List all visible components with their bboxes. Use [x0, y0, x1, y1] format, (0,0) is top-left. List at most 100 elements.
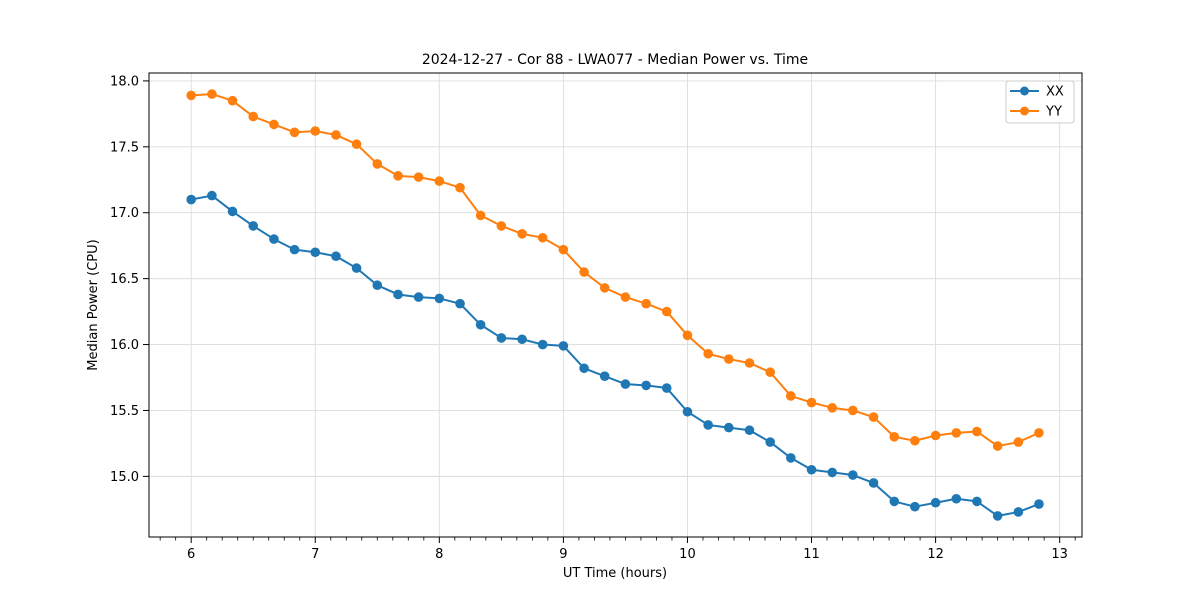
plot-spines: [148, 72, 1083, 538]
data-point-XX-3: [248, 221, 259, 231]
data-point-YY-2: [227, 95, 238, 106]
x-tick-label-10: 10: [679, 547, 696, 562]
data-point-YY-16: [517, 229, 527, 239]
data-point-XX-18: [558, 341, 569, 351]
legend-label-yy: YY: [1045, 105, 1062, 120]
data-point-YY-17: [537, 232, 548, 243]
grid-layer: [149, 73, 1082, 537]
data-point-XX-37: [951, 493, 962, 504]
data-point-YY-33: [868, 412, 879, 422]
data-point-XX-6: [310, 247, 321, 258]
data-point-YY-29: [786, 391, 796, 401]
data-point-YY-15: [496, 221, 507, 231]
x-axis-label: UT Time (hours): [563, 566, 667, 581]
data-point-YY-21: [620, 292, 631, 302]
data-point-XX-7: [331, 251, 341, 262]
data-point-YY-26: [723, 354, 734, 364]
x-tick-label-11: 11: [803, 547, 820, 562]
data-point-XX-23: [661, 383, 672, 393]
data-point-XX-25: [703, 420, 713, 430]
data-point-XX-16: [517, 334, 527, 345]
data-point-YY-6: [310, 126, 321, 136]
data-point-XX-14: [475, 319, 486, 330]
legend-item-yy: YY: [1010, 105, 1062, 120]
x-tick-label-13: 13: [1051, 547, 1068, 562]
x-tick-label-8: 8: [435, 547, 443, 562]
data-point-YY-12: [434, 176, 445, 186]
data-point-YY-10: [393, 171, 403, 181]
data-point-XX-15: [496, 333, 507, 343]
data-point-YY-35: [910, 435, 920, 446]
y-tick-label-17.5: 17.5: [110, 140, 139, 155]
legend: XX YY: [1005, 80, 1075, 124]
legend-marker-xx: [1020, 86, 1029, 96]
legend-marker-yy: [1020, 106, 1029, 116]
data-point-YY-34: [889, 432, 900, 442]
data-point-YY-11: [413, 172, 424, 182]
data-point-YY-18: [558, 244, 569, 255]
x-tick-label-6: 6: [187, 547, 195, 562]
x-tick-label-9: 9: [559, 547, 567, 562]
data-point-XX-27: [744, 425, 755, 436]
data-point-XX-22: [641, 380, 651, 391]
legend-label-xx: XX: [1046, 85, 1064, 100]
data-point-XX-10: [393, 289, 403, 300]
data-point-XX-38: [972, 496, 982, 507]
data-point-XX-26: [723, 422, 734, 433]
data-point-YY-37: [951, 428, 962, 438]
data-point-XX-2: [227, 206, 238, 217]
data-point-XX-20: [599, 371, 610, 381]
data-point-XX-11: [413, 292, 424, 302]
data-point-YY-28: [765, 367, 776, 378]
data-point-XX-35: [910, 501, 920, 512]
data-point-XX-4: [269, 234, 279, 244]
data-point-YY-30: [806, 397, 817, 408]
data-point-XX-17: [537, 339, 548, 350]
data-point-YY-36: [930, 430, 941, 441]
data-point-XX-33: [868, 478, 879, 488]
y-tick-label-15.0: 15.0: [110, 470, 139, 485]
data-point-XX-24: [682, 406, 693, 417]
x-tick-label-7: 7: [311, 547, 319, 562]
data-point-YY-0: [186, 90, 196, 101]
data-point-XX-31: [827, 467, 838, 478]
data-point-YY-4: [269, 119, 279, 130]
data-point-YY-7: [331, 130, 341, 140]
data-point-XX-8: [351, 263, 362, 273]
axes-layer: 6 7 8 9 10 11 12 13 15.0 15.5 16.0 16.5 17.0 17.5 18.0: [110, 72, 1083, 562]
data-point-XX-30: [806, 464, 817, 475]
data-point-YY-41: [1034, 428, 1044, 438]
legend-item-xx: XX: [1010, 85, 1064, 100]
data-point-YY-32: [848, 405, 858, 416]
data-point-XX-34: [889, 496, 900, 507]
data-point-XX-5: [289, 244, 300, 255]
data-point-YY-31: [827, 403, 838, 413]
data-point-XX-9: [372, 280, 383, 291]
data-point-XX-36: [930, 497, 941, 508]
data-point-YY-9: [372, 159, 383, 169]
data-point-XX-28: [765, 437, 776, 447]
data-point-YY-13: [455, 182, 465, 193]
data-point-YY-39: [992, 441, 1003, 451]
data-point-YY-8: [351, 139, 362, 149]
data-point-XX-1: [207, 190, 217, 201]
data-point-YY-19: [579, 267, 589, 277]
data-point-YY-1: [207, 89, 217, 99]
data-point-YY-22: [641, 298, 651, 309]
data-point-XX-40: [1013, 507, 1024, 517]
data-point-YY-38: [972, 426, 982, 437]
y-tick-label-15.5: 15.5: [110, 404, 139, 419]
y-tick-label-18.0: 18.0: [110, 74, 139, 89]
data-point-YY-25: [703, 348, 713, 359]
y-axis-label: Median Power (CPU): [86, 239, 101, 370]
data-point-XX-39: [992, 511, 1003, 521]
y-tick-label-17.0: 17.0: [110, 206, 139, 221]
data-point-YY-14: [475, 210, 486, 221]
data-point-XX-41: [1034, 499, 1044, 509]
x-tick-label-12: 12: [927, 547, 944, 562]
data-point-YY-5: [289, 127, 300, 138]
series-line-XX: [190, 194, 1040, 517]
data-point-XX-12: [434, 293, 445, 304]
